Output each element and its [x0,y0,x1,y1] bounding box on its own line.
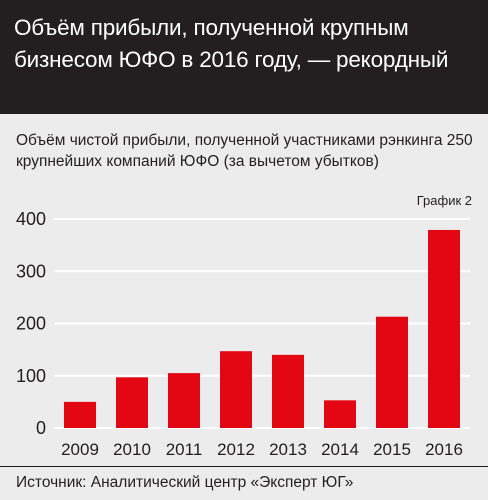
bar-2013 [272,354,304,428]
y-tick-label: 400 [16,209,46,229]
bar-chart: 0 100 200 300 400 2009 2010 2011 2012 2013 2014 201… [16,209,470,459]
chart-title: Объём чистой прибыли, полученной участни… [16,132,473,170]
x-tick-label: 2010 [113,440,151,459]
header-banner: Объём прибыли, полученной крупным бизнес… [0,0,488,114]
y-tick-label: 300 [16,261,46,281]
source-divider [0,466,488,467]
x-tick-label: 2012 [217,440,255,459]
bar-2009 [64,401,96,428]
x-tick-label: 2011 [166,440,203,459]
x-tick-label: 2009 [61,440,99,459]
x-tick-label: 2016 [425,440,463,459]
bar-2015 [376,316,408,428]
x-tick-label: 2014 [321,440,359,459]
chart-number-label: График 2 [416,193,472,208]
bar-2014 [324,400,356,428]
y-tick-label: 0 [36,418,46,438]
bar-2012 [220,351,252,428]
bar-2011 [168,373,200,428]
y-tick-label: 200 [16,314,46,334]
x-tick-label: 2013 [269,440,307,459]
source-note: Источник: Аналитический центр «Эксперт Ю… [16,474,354,491]
y-tick-label: 100 [16,366,46,386]
x-tick-label: 2015 [373,440,411,459]
page-title: Объём прибыли, полученной крупным бизнес… [14,15,449,72]
bar-2016 [428,229,460,428]
bar-2010 [116,377,148,428]
